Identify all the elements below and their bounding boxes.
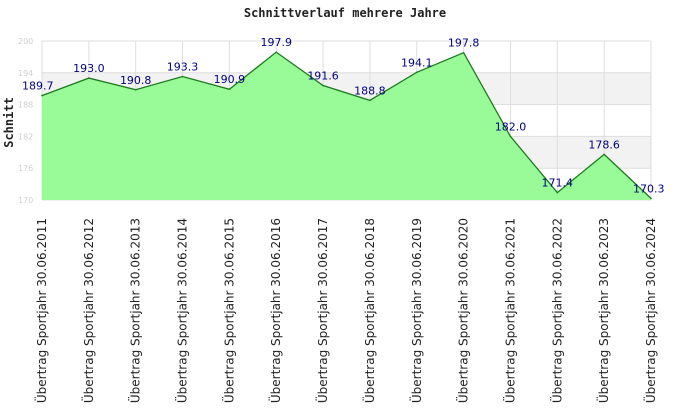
- y-axis-ticks: 170 176 182 188 194 200: [18, 37, 33, 205]
- y-tick-label: 182: [18, 132, 33, 141]
- x-tick-label: Übertrag Sportjahr 30.06.2018: [361, 218, 377, 403]
- series-line: [41, 51, 652, 199]
- data-label: 188.8: [354, 84, 386, 97]
- data-label: 191.6: [307, 70, 339, 83]
- y-tick-label: 200: [18, 37, 33, 46]
- data-label: 193.0: [73, 62, 105, 75]
- x-axis-ticks: Übertrag Sportjahr 30.06.2011 Übertrag Sp…: [33, 218, 658, 403]
- x-tick-label: Übertrag Sportjahr 30.06.2016: [267, 218, 283, 403]
- data-labels: 189.7 193.0 190.8 193.3 190.9 197.9 191.6 188.8…: [22, 36, 665, 195]
- data-label: 178.6: [588, 138, 620, 151]
- x-tick-label: Übertrag Sportjahr 30.06.2023: [595, 218, 611, 403]
- series-area: [41, 51, 652, 200]
- data-point: [275, 51, 278, 53]
- x-tick-label: Übertrag Sportjahr 30.06.2015: [220, 218, 236, 403]
- data-point: [556, 191, 559, 194]
- data-point: [415, 71, 418, 74]
- data-point: [369, 99, 371, 102]
- data-label: 189.7: [22, 80, 54, 93]
- x-tick-label: Übertrag Sportjahr 30.06.2024: [642, 218, 658, 403]
- y-tick-label: 194: [18, 69, 33, 78]
- plot-band: [42, 41, 651, 73]
- data-point: [509, 135, 512, 138]
- y-tick-label: 170: [18, 196, 33, 205]
- data-point: [462, 51, 465, 54]
- data-label: 190.8: [120, 74, 152, 87]
- data-label: 170.3: [633, 182, 665, 195]
- data-point: [41, 94, 43, 97]
- x-tick-label: Übertrag Sportjahr 30.06.2013: [127, 218, 143, 403]
- chart-title: Schnittverlauf mehrere Jahre: [243, 6, 447, 20]
- x-tick-label: Übertrag Sportjahr 30.06.2011: [33, 218, 49, 403]
- data-label: 171.4: [542, 177, 574, 190]
- data-point: [322, 84, 324, 87]
- data-point: [228, 88, 231, 91]
- data-label: 194.1: [401, 56, 433, 69]
- y-tick-label: 188: [18, 101, 33, 110]
- data-label: 197.9: [260, 36, 292, 49]
- x-tick-label: Übertrag Sportjahr 30.06.2021: [501, 218, 517, 403]
- data-point: [603, 153, 605, 156]
- series-area-fill: [42, 52, 651, 200]
- y-tick-label: 176: [18, 164, 33, 173]
- data-label: 193.3: [167, 61, 199, 74]
- x-tick-label: Übertrag Sportjahr 30.06.2014: [174, 218, 190, 403]
- data-point: [88, 77, 90, 79]
- x-tick-label: Übertrag Sportjahr 30.06.2012: [80, 218, 96, 403]
- y-axis-label: Schnitt: [2, 97, 16, 148]
- data-label: 182.0: [495, 120, 527, 133]
- x-tick-label: Übertrag Sportjahr 30.06.2019: [408, 218, 424, 403]
- data-label: 190.9: [214, 73, 246, 86]
- data-label: 197.8: [448, 37, 480, 50]
- data-point: [181, 75, 184, 78]
- x-tick-label: Übertrag Sportjahr 30.06.2017: [314, 218, 330, 403]
- x-tick-label: Übertrag Sportjahr 30.06.2020: [455, 218, 471, 403]
- data-point: [134, 88, 137, 91]
- data-point: [650, 197, 652, 200]
- x-tick-label: Übertrag Sportjahr 30.06.2022: [548, 218, 564, 403]
